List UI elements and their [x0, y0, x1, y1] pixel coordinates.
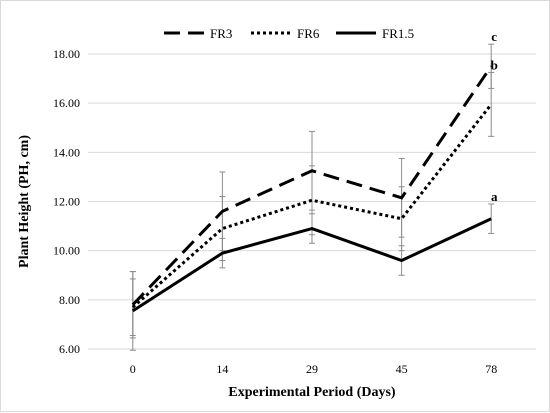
x-tick-labels: 0 14 29 45 78 [130, 362, 497, 376]
y-axis-title: Plant Height (PH, cm) [17, 135, 32, 268]
significance-labels: cb a [491, 29, 498, 204]
legend: FR3 FR6 FR1.5 [164, 26, 414, 41]
x-axis-title: Experimental Period (Days) [228, 385, 396, 400]
y-tick-label: 14.00 [53, 145, 80, 159]
y-tick-label: 16.00 [53, 96, 80, 110]
y-tick-label: 8.00 [59, 293, 80, 307]
x-tick-label: 14 [216, 362, 228, 376]
significance-label: b [491, 57, 498, 72]
series-line-fr3 [131, 65, 493, 306]
y-tick-label: 10.00 [53, 244, 80, 258]
error-bars [129, 43, 495, 351]
x-tick-label: 29 [306, 362, 318, 376]
legend-label: FR1.5 [382, 26, 414, 41]
series-line-fr1-5 [131, 217, 492, 313]
y-tick-label: 18.00 [53, 47, 80, 61]
series-lines [131, 65, 493, 313]
significance-label: c [491, 29, 497, 44]
legend-label: FR3 [210, 26, 232, 41]
legend-label: FR6 [297, 26, 320, 41]
y-tick-labels: 6.00 8.00 10.00 12.00 14.00 16.00 18.00 [53, 47, 80, 356]
y-tick-label: 6.00 [59, 342, 80, 356]
significance-label: a [491, 189, 498, 204]
x-tick-label: 45 [396, 362, 408, 376]
x-tick-label: 0 [130, 362, 136, 376]
x-tick-label: 78 [485, 362, 497, 376]
y-tick-label: 12.00 [53, 195, 80, 209]
series-line-fr6 [131, 103, 493, 309]
